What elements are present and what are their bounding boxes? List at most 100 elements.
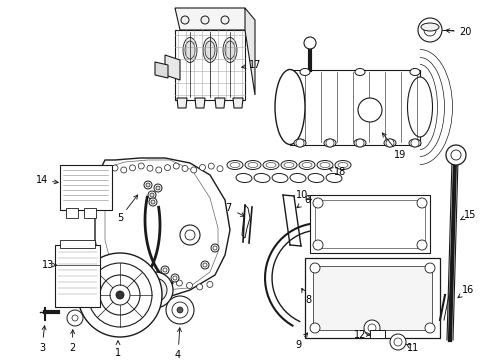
Circle shape [208, 163, 214, 169]
Circle shape [129, 165, 135, 171]
Ellipse shape [263, 161, 279, 170]
Text: 18: 18 [333, 167, 346, 177]
Circle shape [201, 261, 208, 269]
Ellipse shape [408, 139, 420, 147]
Ellipse shape [183, 37, 197, 63]
Circle shape [173, 276, 177, 280]
Circle shape [423, 24, 435, 36]
Circle shape [417, 18, 441, 42]
Circle shape [389, 334, 405, 350]
Text: 20: 20 [458, 27, 470, 37]
Circle shape [385, 139, 393, 147]
Ellipse shape [244, 161, 261, 170]
Text: 1: 1 [115, 348, 121, 358]
Ellipse shape [302, 162, 311, 167]
Bar [60, 165, 112, 210]
Circle shape [156, 167, 162, 173]
Circle shape [151, 200, 155, 204]
Text: 11: 11 [406, 343, 418, 353]
Polygon shape [177, 98, 186, 108]
Polygon shape [244, 8, 254, 95]
Ellipse shape [247, 162, 258, 167]
Circle shape [416, 198, 426, 208]
Circle shape [138, 163, 144, 169]
Bar [55, 245, 100, 307]
Bar [84, 208, 96, 218]
Polygon shape [155, 62, 168, 78]
Ellipse shape [307, 174, 324, 183]
Circle shape [137, 272, 173, 308]
Circle shape [78, 253, 162, 337]
Text: 19: 19 [393, 150, 406, 160]
Ellipse shape [271, 174, 287, 183]
Polygon shape [175, 8, 249, 30]
Circle shape [206, 282, 212, 287]
Circle shape [142, 278, 167, 302]
Circle shape [121, 167, 126, 173]
Circle shape [363, 320, 379, 336]
Circle shape [201, 16, 208, 24]
Circle shape [100, 275, 140, 315]
Ellipse shape [334, 161, 350, 170]
Circle shape [125, 282, 131, 288]
Polygon shape [95, 158, 229, 298]
Text: 10: 10 [295, 190, 307, 200]
Bar [314, 200, 424, 248]
Circle shape [190, 167, 196, 173]
Circle shape [184, 230, 195, 240]
Polygon shape [215, 98, 224, 108]
Text: 6: 6 [304, 195, 309, 205]
Circle shape [416, 240, 426, 250]
Ellipse shape [420, 23, 438, 31]
Ellipse shape [274, 69, 305, 144]
Ellipse shape [383, 139, 395, 147]
Polygon shape [195, 98, 204, 108]
Text: 9: 9 [294, 340, 301, 350]
Text: 3: 3 [39, 343, 45, 353]
Circle shape [180, 225, 200, 245]
Bar [309, 195, 429, 253]
Circle shape [182, 166, 187, 171]
Circle shape [424, 263, 434, 273]
Ellipse shape [284, 162, 293, 167]
Circle shape [172, 302, 187, 318]
Ellipse shape [299, 68, 309, 76]
Circle shape [105, 282, 111, 288]
Bar [66, 208, 78, 218]
Bar [305, 258, 439, 338]
Circle shape [112, 165, 118, 171]
Ellipse shape [253, 174, 269, 183]
Circle shape [177, 307, 183, 313]
Circle shape [196, 284, 203, 290]
Text: 7: 7 [224, 203, 231, 213]
Circle shape [424, 323, 434, 333]
Ellipse shape [236, 174, 251, 183]
Circle shape [199, 165, 205, 170]
Circle shape [147, 165, 153, 171]
Circle shape [393, 338, 401, 346]
Circle shape [72, 315, 78, 321]
Ellipse shape [204, 41, 215, 59]
Ellipse shape [293, 139, 305, 147]
Text: 14: 14 [36, 175, 48, 185]
Circle shape [309, 323, 319, 333]
Text: 12: 12 [353, 330, 366, 340]
Circle shape [312, 198, 323, 208]
Ellipse shape [316, 161, 332, 170]
Text: 17: 17 [248, 60, 261, 70]
Circle shape [161, 266, 169, 274]
Polygon shape [175, 30, 244, 100]
Circle shape [312, 240, 323, 250]
Circle shape [150, 193, 154, 197]
Polygon shape [164, 55, 180, 80]
Ellipse shape [281, 161, 296, 170]
Circle shape [217, 166, 223, 172]
Circle shape [171, 274, 179, 282]
Ellipse shape [325, 174, 341, 183]
Circle shape [410, 139, 418, 147]
Circle shape [357, 98, 381, 122]
Circle shape [146, 183, 150, 187]
Ellipse shape [407, 77, 431, 137]
Text: 15: 15 [463, 210, 475, 220]
Circle shape [148, 191, 156, 199]
